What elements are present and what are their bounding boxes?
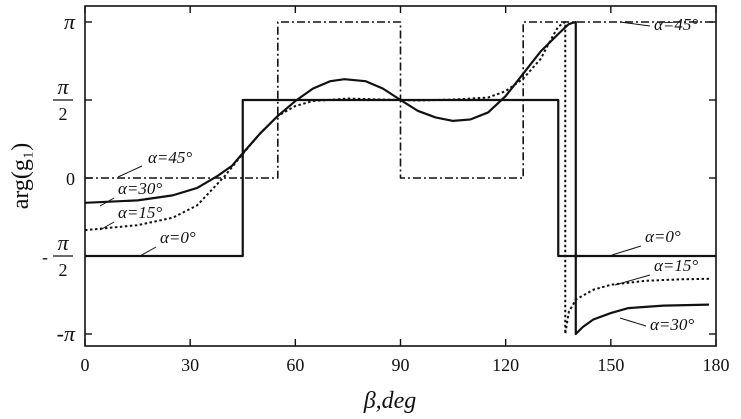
y-tick-label: -π xyxy=(57,321,76,346)
y-tick-label: π xyxy=(64,9,76,34)
x-axis-label: β,deg xyxy=(363,388,417,414)
x-tick-label: 180 xyxy=(703,355,730,375)
y-tick-label-fraction: π2 xyxy=(53,74,73,124)
x-tick-label: 30 xyxy=(181,355,199,375)
x-tick-label: 120 xyxy=(492,355,519,375)
annotations-layer: α=45° α=30° α=15° α=0° α=45° α=0° α=15° α=30° xyxy=(99,15,698,334)
annotation-leader xyxy=(99,221,115,231)
series-line-3 xyxy=(84,21,710,335)
series-layer xyxy=(84,20,716,336)
y-tick-label: 0 xyxy=(66,169,75,189)
annotation-leader xyxy=(619,317,647,327)
x-tick-label: 0 xyxy=(81,355,90,375)
annotation-leader xyxy=(619,21,651,27)
annotation-leader xyxy=(614,274,651,286)
y-tick-label-den: 2 xyxy=(59,260,68,280)
series-line-2 xyxy=(84,20,710,336)
series-annotation: α=45° xyxy=(654,15,698,34)
y-axis-label: arg(g₁) xyxy=(8,143,34,210)
annotation-leader xyxy=(99,197,115,207)
x-tick-label: 60 xyxy=(286,355,304,375)
series-annotation: α=30° xyxy=(650,315,694,334)
x-tick-label: 90 xyxy=(392,355,410,375)
annotation-leader xyxy=(139,246,157,257)
y-tick-label-den: 2 xyxy=(59,104,68,124)
y-tick-label-fraction: π 2- xyxy=(42,230,73,280)
series-annotation: α=15° xyxy=(654,256,698,275)
series-annotation: α=0° xyxy=(645,227,681,246)
annotation-leader xyxy=(117,165,143,178)
x-tick-label: 150 xyxy=(597,355,624,375)
annotation-leader xyxy=(611,245,642,256)
y-tick-label-num: π xyxy=(57,74,69,99)
y-tick-label-num: π xyxy=(57,230,69,255)
series-annotation: α=15° xyxy=(118,203,162,222)
series-annotation: α=45° xyxy=(148,148,192,167)
y-tick-label-sign: - xyxy=(42,247,48,267)
series-annotation: α=30° xyxy=(118,179,162,198)
series-annotation: α=0° xyxy=(160,228,196,247)
